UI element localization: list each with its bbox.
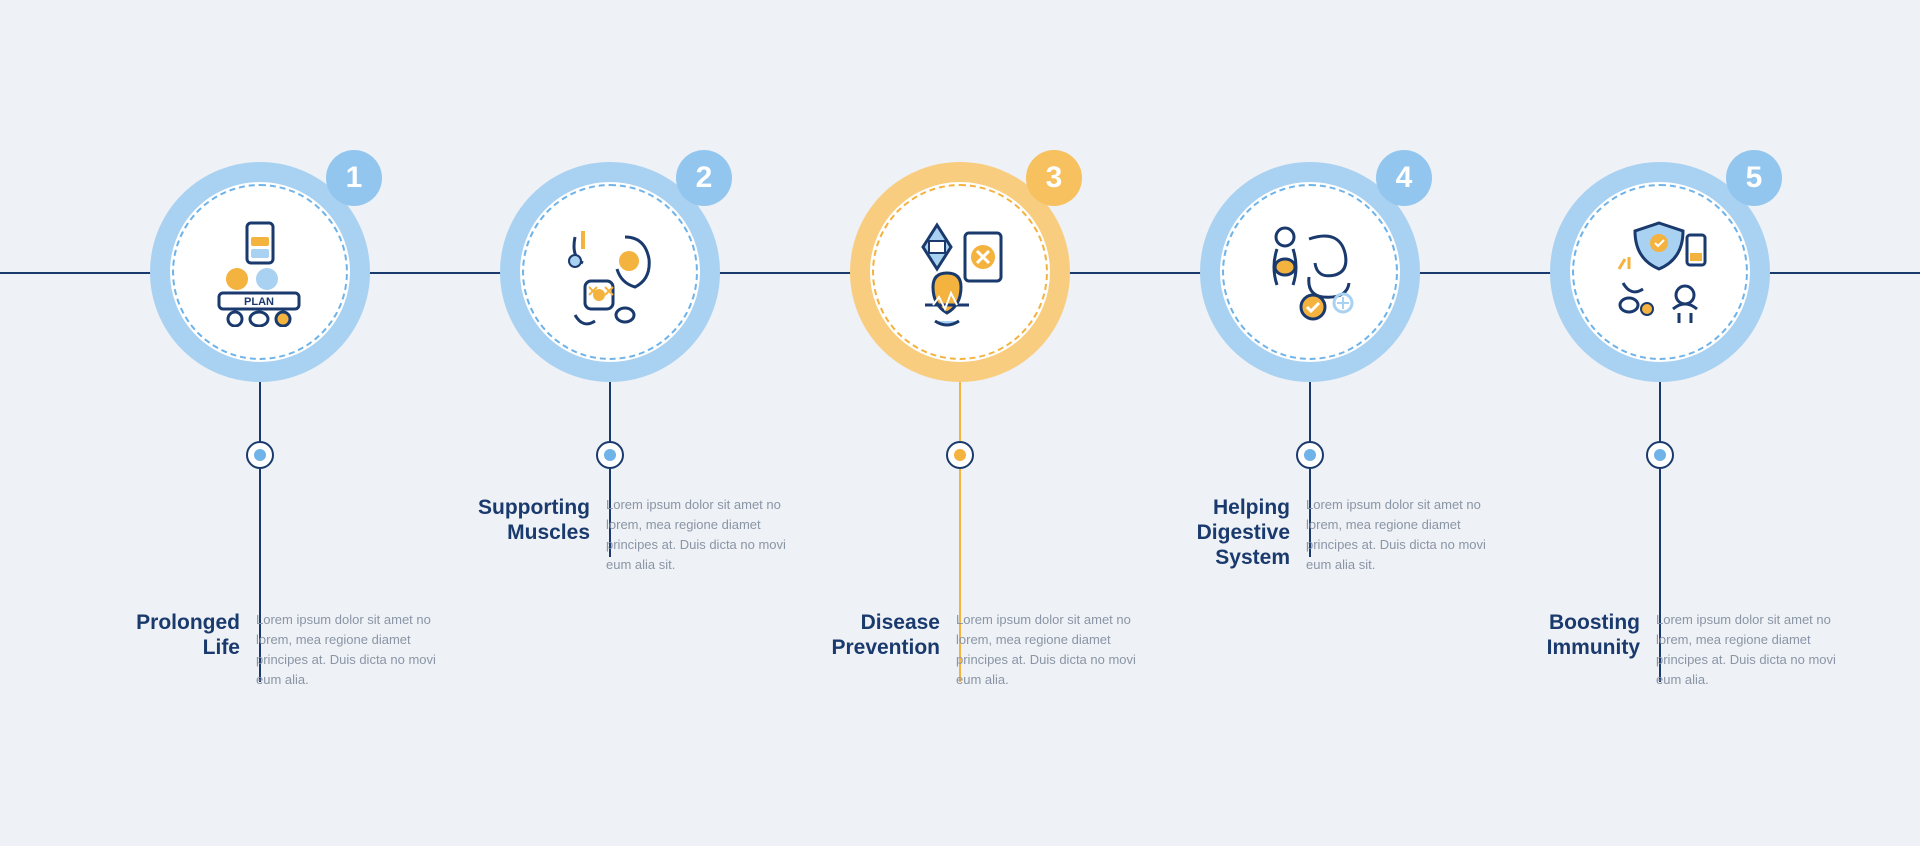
item-title: Supporting Muscles [470, 495, 590, 576]
item-text: Prolonged Life Lorem ipsum dolor sit ame… [120, 610, 440, 691]
digestive-icon [1255, 217, 1365, 327]
connector-node [1646, 441, 1674, 469]
timeline-item-2: 2 [450, 162, 770, 382]
step-badge: 3 [1026, 150, 1082, 206]
immunity-icon [1605, 217, 1715, 327]
item-title: Helping Digestive System [1170, 495, 1290, 576]
step-badge: 1 [326, 150, 382, 206]
item-body: Lorem ipsum dolor sit amet no lorem, mea… [1656, 610, 1840, 691]
disease-prevention-icon [905, 217, 1015, 327]
item-text: Helping Digestive System Lorem ipsum dol… [1170, 495, 1490, 576]
item-body: Lorem ipsum dolor sit amet no lorem, mea… [256, 610, 440, 691]
item-text: Boosting Immunity Lorem ipsum dolor sit … [1520, 610, 1840, 691]
connector-node [596, 441, 624, 469]
timeline-item-4: 4 [1150, 162, 1470, 382]
connector-node [946, 441, 974, 469]
item-body: Lorem ipsum dolor sit amet no lorem, mea… [1306, 495, 1490, 576]
item-title: Prolonged Life [120, 610, 240, 691]
step-badge: 2 [676, 150, 732, 206]
infographic-stage: 1 Prolonged Life Lorem ipsum dolor sit a… [0, 0, 1920, 846]
item-text: Disease Prevention Lorem ipsum dolor sit… [820, 610, 1140, 691]
timeline-item-3: 3 [800, 162, 1120, 382]
item-title: Boosting Immunity [1520, 610, 1640, 691]
step-badge: 5 [1726, 150, 1782, 206]
prolonged-life-icon [205, 217, 315, 327]
item-body: Lorem ipsum dolor sit amet no lorem, mea… [606, 495, 790, 576]
medallion: 3 [850, 162, 1070, 382]
connector-node [246, 441, 274, 469]
step-badge: 4 [1376, 150, 1432, 206]
medallion: 5 [1550, 162, 1770, 382]
timeline-item-1: 1 [100, 162, 420, 382]
item-text: Supporting Muscles Lorem ipsum dolor sit… [470, 495, 790, 576]
medallion: 1 [150, 162, 370, 382]
item-title: Disease Prevention [820, 610, 940, 691]
medallion: 4 [1200, 162, 1420, 382]
timeline-item-5: 5 [1500, 162, 1820, 382]
medallion: 2 [500, 162, 720, 382]
connector-node [1296, 441, 1324, 469]
muscles-icon [555, 217, 665, 327]
item-body: Lorem ipsum dolor sit amet no lorem, mea… [956, 610, 1140, 691]
